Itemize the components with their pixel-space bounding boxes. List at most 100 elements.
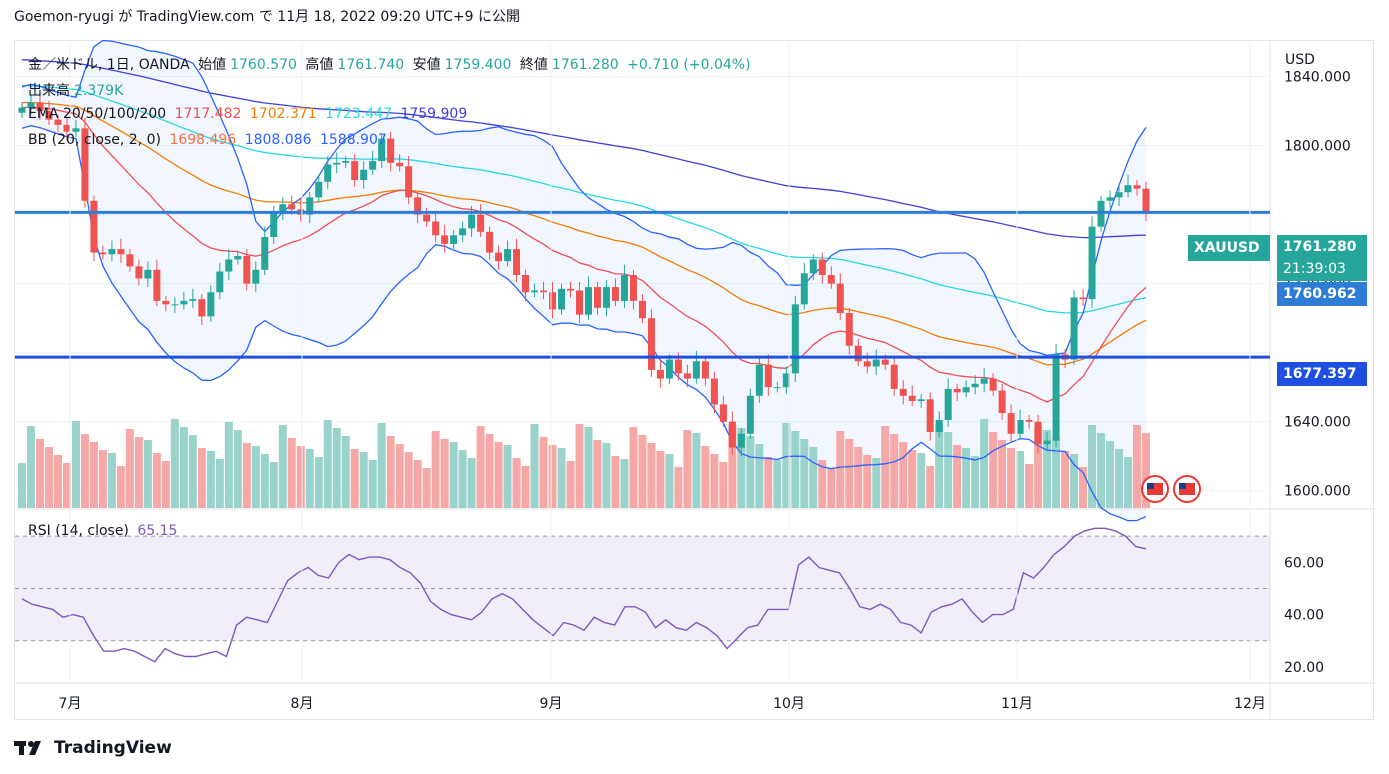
legend-high-label: 高値 [305,57,334,73]
volume-bar [98,450,107,508]
volume-bar [206,451,215,508]
candle-body [647,318,655,370]
candle-body [468,214,476,229]
brand-name: TradingView [54,738,172,758]
candle-body [863,361,871,367]
candle-body [782,373,790,388]
legend-bb-lower: 1588.907 [319,132,387,148]
volume-bar [53,455,62,508]
price-tick: 1840.000 [1284,70,1351,86]
time-label: 10月 [773,696,805,712]
volume-bar [692,433,701,508]
legend-rsi-value: 65.15 [137,523,178,539]
candle-body [414,197,422,215]
candle-body [827,275,835,284]
volume-bar [953,445,962,508]
volume-bar [719,462,728,508]
candle-body [387,138,395,163]
candle-body [126,254,134,267]
volume-bar [593,440,602,508]
candle-body [1106,197,1114,201]
countdown: 21:39:03 [1283,261,1346,277]
time-label: 11月 [1001,696,1033,712]
us-event-icon [1141,475,1169,503]
volume-bar [1133,425,1142,508]
volume-bar [818,460,827,508]
volume-bar [629,427,638,508]
volume-bar [701,446,710,508]
candle-body [593,287,601,308]
candle-body [620,275,628,301]
us-event-icon [1173,475,1201,503]
candle-body [198,299,206,317]
volume-bar [998,440,1007,508]
last-price: 1761.280 [1283,239,1357,255]
volume-bar [494,442,503,508]
volume-bar [566,461,575,508]
time-label: 9月 [540,696,563,712]
volume-bar [134,437,143,508]
legend-low: 1759.400 [444,57,512,73]
ema20-line [21,106,1147,403]
chart-frame[interactable] [14,40,1374,720]
legend-volume: 2.379K [74,83,124,99]
candle-body [288,204,296,210]
legend-change: +0.710 (+0.04%) [627,57,751,73]
volume-bar [395,444,404,508]
rsi-tick: 40.00 [1284,608,1324,624]
volume-bar [449,442,458,508]
candle-body [99,252,107,255]
volume-bar [305,449,314,508]
candle-body [584,287,592,315]
candle-body [486,231,494,253]
volume-bar [278,425,287,508]
candle-body [576,290,584,315]
candle-body [495,252,503,262]
volume-bar [233,430,242,508]
tradingview-logo[interactable]: TradingView [14,738,172,758]
volume-bar [971,456,980,508]
price-tick: 1800.000 [1284,139,1351,155]
volume-bar [683,430,692,508]
volume-bar [503,445,512,508]
candle-body [162,300,170,305]
volume-bar [152,453,161,508]
volume-bar [1088,425,1097,508]
candle-body [315,181,323,198]
volume-bar [890,434,899,508]
candle-body [1142,188,1150,213]
candle-body [692,361,700,379]
volume-bar [1043,430,1052,508]
candle-body [396,162,404,167]
candle-body [683,373,691,379]
volume-bar [386,436,395,508]
volume-bar [710,454,719,508]
candle-body [665,359,673,379]
volume-bar [215,459,224,508]
candle-body [405,166,413,198]
volume-bar [89,442,98,508]
ema50-line [22,101,1147,366]
volume-bar [18,463,26,508]
candle-body [477,214,485,232]
candle-body [261,237,269,270]
volume-bar [197,448,206,508]
volume-bar [242,443,251,508]
volume-bar [800,439,809,508]
candle-body [746,395,754,434]
candle-body [719,404,727,422]
volume-bar [647,443,656,508]
candle-body [207,292,215,317]
candle-body [1025,419,1033,422]
candle-body [1124,185,1132,193]
volume-bar [521,466,530,508]
volume-bar [737,428,746,508]
candle-body [638,300,646,319]
candle-body [225,259,233,272]
bb-upper-line [21,39,1147,357]
candle-body [342,161,350,163]
volume-bar [791,431,800,508]
volume-bar [980,419,989,508]
volume-bar [161,461,170,508]
